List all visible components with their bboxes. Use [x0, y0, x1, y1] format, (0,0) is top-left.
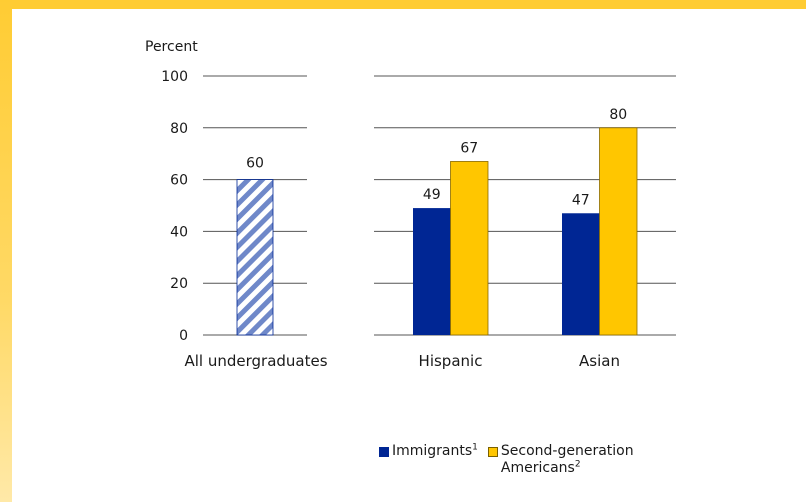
- bar-hispanic-series-1: [413, 208, 451, 335]
- y-axis-label: Percent: [145, 39, 198, 55]
- y-tick-label: 20: [170, 276, 188, 292]
- legend-label-immigrants: Immigrants1: [392, 442, 478, 459]
- bar-all-undergraduates: [236, 179, 274, 336]
- bar-asian-series-2: [599, 127, 638, 336]
- y-tick-label: 0: [179, 328, 188, 344]
- y-tick-label: 80: [170, 121, 188, 137]
- top-border-band: [0, 0, 806, 9]
- x-category-label: All undergraduates: [184, 352, 327, 370]
- legend-label-second-generation: Second-generation Americans2: [500, 443, 634, 476]
- y-tick-label: 60: [170, 173, 188, 189]
- x-category-label: Asian: [579, 352, 620, 370]
- bar-hispanic-series-2: [450, 161, 489, 336]
- legend-item-second-generation: Second-generation Americans2: [487, 443, 634, 477]
- legend-item-immigrants: Immigrants1: [379, 443, 478, 460]
- y-tick-label: 100: [161, 69, 188, 85]
- legend-swatch-second-generation: [487, 447, 498, 457]
- legend: Immigrants1 Second-generation Americans2: [379, 443, 644, 477]
- data-label-all-undergraduates: 60: [246, 156, 264, 172]
- left-border-band: [0, 0, 12, 502]
- legend-swatch-immigrants: [379, 447, 389, 457]
- data-label: 67: [460, 140, 478, 156]
- bar-asian-series-1: [562, 213, 600, 335]
- data-label: 80: [609, 107, 627, 123]
- x-category-label: Hispanic: [419, 352, 483, 370]
- data-label: 49: [423, 187, 441, 203]
- y-tick-label: 40: [170, 224, 188, 240]
- data-label: 47: [572, 192, 590, 208]
